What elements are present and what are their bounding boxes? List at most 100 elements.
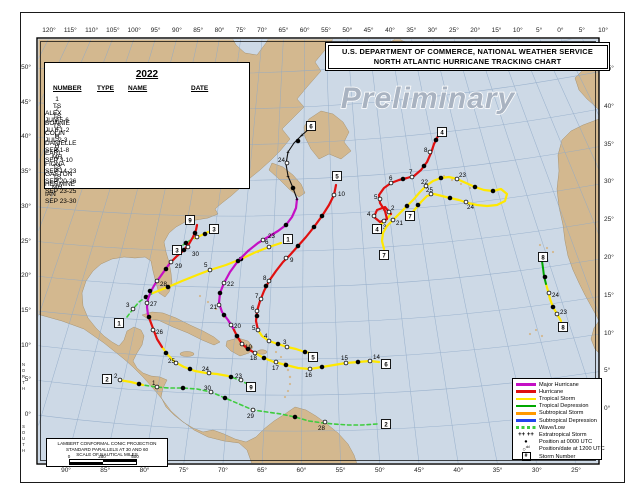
storm-number-label: 7 bbox=[382, 253, 386, 259]
cell-number: 7 bbox=[55, 156, 59, 164]
position-dot-0000utc bbox=[311, 224, 317, 230]
legend-swatch bbox=[516, 388, 536, 395]
cell-date: SEP 3-10 bbox=[45, 157, 73, 165]
lon-label-bottom: 25° bbox=[571, 467, 581, 474]
lon-label-top: 10° bbox=[598, 27, 609, 34]
number-box-icon: # bbox=[516, 452, 536, 462]
filled-dot-icon: ● bbox=[524, 439, 528, 446]
position-dot-1200utc bbox=[390, 217, 396, 223]
position-dot-0000utc bbox=[180, 385, 186, 391]
lat-label-right: 15° bbox=[604, 291, 614, 299]
storm-number-label: 1 bbox=[286, 237, 290, 243]
storm-number-label: 6 bbox=[384, 362, 388, 368]
date-label: 22 bbox=[421, 179, 428, 186]
position-dot-0000utc bbox=[292, 414, 298, 420]
storm-number-box bbox=[308, 352, 318, 362]
cell-date: SEP 23-30 bbox=[45, 197, 77, 205]
position-dot-0000utc bbox=[542, 274, 548, 280]
storm-number-label: 8 bbox=[541, 255, 545, 261]
track-segment-wave bbox=[142, 384, 378, 426]
storm-number-box bbox=[306, 121, 316, 131]
legend-item-td: Tropical Depression bbox=[516, 403, 599, 410]
cell-date: SEP 1-8 bbox=[45, 147, 70, 155]
position-dot-1200utc bbox=[331, 192, 337, 198]
date-label: 21 bbox=[210, 304, 217, 311]
date-label: 1 bbox=[152, 380, 156, 387]
legend-line-sample bbox=[516, 383, 536, 386]
date-label: 24 bbox=[552, 292, 559, 299]
position-dot-1200utc bbox=[546, 290, 552, 296]
lon-label-top: 90° bbox=[171, 27, 182, 34]
lon-label-top: 0° bbox=[557, 27, 564, 34]
position-dot-1200utc bbox=[228, 322, 234, 328]
position-dot-0000utc bbox=[263, 283, 269, 289]
position-dot-0000utc bbox=[295, 243, 301, 249]
cell-type: H bbox=[54, 143, 60, 151]
position-dot-0000utc bbox=[472, 184, 478, 190]
legend-swatch bbox=[516, 417, 536, 424]
lon-label-bottom: 55° bbox=[335, 467, 346, 474]
position-dot-0000utc bbox=[192, 230, 198, 236]
position-dot-0000utc bbox=[355, 359, 361, 365]
position-dot-0000utc bbox=[187, 366, 193, 372]
position-dot-1200utc bbox=[207, 267, 213, 273]
cell-number: 5 bbox=[55, 136, 59, 144]
lon-label-bottom: 45° bbox=[414, 467, 425, 474]
track-segment-td bbox=[541, 260, 547, 285]
position-dot-1200utc bbox=[371, 213, 377, 219]
position-dot-0000utc bbox=[290, 185, 296, 191]
cell-date: SEP 14-23 bbox=[45, 167, 77, 175]
table-row: 1 TS ALEX JUN 5-6 bbox=[45, 96, 249, 124]
position-dot-1200utc bbox=[409, 174, 415, 180]
legend-label: Subtropical Storm bbox=[539, 410, 584, 417]
position-dot-1200utc bbox=[266, 338, 272, 344]
legend-item-wave: Wave/Low bbox=[516, 424, 599, 431]
position-dot-0000utc bbox=[319, 364, 325, 370]
storm-number-label: 9 bbox=[249, 385, 253, 391]
legend-line-sample bbox=[516, 404, 536, 408]
table-row: 6 MH FIONA SEP 14-23 bbox=[45, 147, 249, 175]
position-dot-1200utc bbox=[194, 234, 200, 240]
position-dot-0000utc bbox=[319, 213, 325, 219]
storm-number-box bbox=[405, 211, 415, 221]
position-dot-1200utc bbox=[250, 407, 256, 413]
position-dot-1200utc bbox=[252, 350, 258, 356]
position-dot-1200utc bbox=[283, 255, 289, 261]
legend-item-ss: Subtropical Storm bbox=[516, 410, 599, 417]
legend-label: Position/date at 1200 UTC bbox=[539, 446, 605, 453]
extratropical-mark: + bbox=[300, 133, 303, 139]
legend-label: Tropical Depression bbox=[539, 403, 589, 410]
cell-number: 8 bbox=[55, 166, 59, 174]
lon-label-top: 95° bbox=[150, 27, 161, 34]
legend-symbol-item: # Storm Number bbox=[516, 452, 599, 462]
cell-date: JU L 1-2 bbox=[45, 127, 70, 135]
position-dot-1200utc bbox=[154, 384, 160, 390]
lon-label-top: 45° bbox=[363, 27, 374, 34]
cell-number: 1 bbox=[55, 96, 59, 103]
track-colin bbox=[182, 230, 210, 246]
date-label: 2 bbox=[114, 373, 118, 380]
position-dot-1200utc bbox=[221, 280, 227, 286]
table-column-header: DATE bbox=[191, 85, 209, 92]
storm-number-box-sample: # bbox=[521, 452, 531, 462]
legend-label: Extratropical Storm bbox=[539, 431, 587, 438]
land-hispaniola bbox=[225, 337, 254, 357]
scale-bar bbox=[69, 459, 137, 465]
date-label: 5 bbox=[204, 262, 208, 269]
lon-label-top: 65° bbox=[278, 27, 289, 34]
table-row: 2 TS BONNIE JU L 1-2 bbox=[45, 106, 249, 134]
cell-name: FIONA bbox=[45, 160, 65, 168]
legend-item-mh: Major Hurricane bbox=[516, 381, 599, 388]
scale-box: LAMBERT CONFORMAL CONIC PROJECTION STAND… bbox=[46, 438, 168, 467]
date-label: 16 bbox=[305, 372, 312, 379]
scale-tick-label: 0 bbox=[67, 454, 71, 459]
legend-item-sd: Subtropical Depression bbox=[516, 417, 599, 424]
position-dot-0000utc bbox=[235, 258, 241, 264]
lat-label-left: 40° bbox=[21, 133, 31, 141]
position-dot-0000utc bbox=[183, 240, 189, 246]
lon-label-top: 100° bbox=[127, 27, 141, 34]
cell-number: 2 bbox=[55, 106, 59, 114]
storm-number-box bbox=[172, 245, 182, 255]
position-dot-0000utc bbox=[415, 202, 421, 208]
